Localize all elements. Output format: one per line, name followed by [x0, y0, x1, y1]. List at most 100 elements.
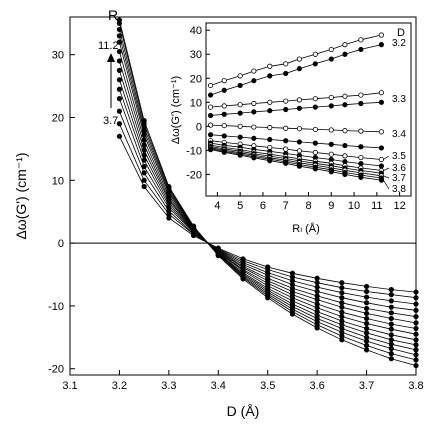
inset-filled-point — [283, 70, 289, 77]
main-data-point — [363, 305, 370, 312]
main-data-point — [388, 286, 394, 293]
main-data-point — [141, 170, 147, 176]
main-data-point — [339, 313, 345, 320]
inset-filled-point — [328, 169, 334, 175]
main-data-point — [339, 333, 345, 339]
main-data-point — [388, 298, 394, 304]
r-range-annotation: R l 11.2 3.7 — [98, 7, 120, 127]
main-data-point — [413, 295, 419, 301]
main-data-point — [116, 96, 123, 102]
main-data-point — [314, 297, 320, 303]
main-data-point — [116, 133, 123, 139]
inset-open-point — [378, 156, 384, 163]
main-data-point — [215, 253, 221, 259]
inset-filled-point — [207, 132, 214, 138]
main-data-point — [166, 183, 172, 190]
inset-open-point — [251, 68, 257, 74]
main-data-point — [413, 301, 419, 307]
inset-y-tick-label: -20 — [186, 169, 202, 181]
main-data-point — [116, 48, 123, 55]
inset-series-line — [210, 149, 382, 181]
inset-open-point — [296, 56, 302, 62]
inset-filled-point — [221, 87, 227, 93]
inset-series-label: 3.6 — [392, 163, 406, 174]
inset-series-line — [210, 92, 382, 108]
inset-open-point — [328, 151, 334, 157]
main-data-point — [116, 86, 123, 92]
inset-legend-title: D — [397, 27, 405, 39]
main-data-point — [413, 307, 419, 313]
inset-open-point — [283, 146, 289, 152]
main-data-point — [190, 223, 197, 229]
inset-y-tick-label: 10 — [190, 97, 202, 109]
annotation-arrow-head — [107, 53, 115, 62]
inset-filled-point — [267, 73, 273, 79]
inset-open-point — [312, 126, 318, 133]
inset-filled-point — [237, 82, 243, 89]
main-data-point — [314, 275, 320, 281]
inset-filled-point — [283, 106, 289, 113]
main-data-point — [413, 289, 419, 295]
main-data-point — [363, 294, 370, 300]
main-data-point — [141, 157, 147, 163]
inset-open-point — [237, 73, 243, 79]
main-data-point — [314, 308, 320, 315]
inset-open-point — [207, 104, 214, 110]
inset-y-tick-label: -10 — [186, 145, 202, 157]
inset-open-point — [283, 61, 289, 67]
inset-x-tick-label: 4 — [214, 200, 220, 212]
inset-filled-point — [328, 141, 334, 147]
main-data-point — [339, 337, 345, 343]
inset-x-axis-label: Rₗ (Å) — [292, 222, 320, 235]
inset-y-tick-label: 0 — [196, 121, 202, 133]
inset-open-point — [283, 98, 289, 104]
inset-filled-point — [237, 152, 243, 158]
main-data-point — [413, 337, 419, 343]
main-data-point — [363, 338, 370, 344]
inset-open-point — [296, 126, 302, 132]
inset-series-line — [210, 142, 382, 167]
main-data-point — [388, 326, 394, 332]
main-x-tick-label: 3.3 — [161, 380, 176, 392]
main-data-point — [413, 357, 419, 363]
inset-series-line — [210, 34, 382, 86]
inset-open-point — [207, 82, 214, 89]
inset-filled-point — [296, 105, 302, 111]
inset-open-point — [342, 153, 348, 159]
main-data-point — [339, 300, 345, 306]
inset-filled-point — [358, 174, 364, 180]
inset-open-point — [358, 37, 364, 43]
main-data-point — [388, 356, 394, 362]
main-data-point — [388, 321, 394, 327]
inset-x-tick-label: 12 — [393, 200, 405, 212]
main-data-point — [363, 310, 370, 317]
inset-open-point — [221, 103, 227, 109]
inset-filled-point — [296, 66, 302, 72]
inset-label-leader — [383, 167, 390, 171]
main-y-tick-label: 0 — [58, 238, 64, 250]
main-data-point — [314, 284, 320, 290]
main-y-tick-label: 20 — [52, 112, 64, 124]
main-y-tick-label: 10 — [52, 175, 64, 187]
inset-series-group — [207, 32, 384, 183]
inset-open-point — [267, 63, 273, 69]
inset-filled-point — [267, 158, 273, 164]
main-data-point — [339, 322, 345, 328]
inset-filled-point — [283, 138, 289, 144]
main-data-point — [363, 334, 370, 340]
main-data-point — [339, 309, 345, 315]
main-data-point — [141, 118, 147, 124]
main-data-point — [413, 347, 419, 353]
main-data-point — [314, 305, 320, 311]
main-x-tick-label: 3.5 — [260, 380, 275, 392]
main-data-point — [339, 329, 345, 335]
inset-label-leader — [383, 175, 390, 179]
main-y-tick-label: 30 — [52, 50, 64, 62]
main-data-point — [116, 17, 123, 23]
inset-filled-point — [296, 163, 302, 169]
inset-open-point — [312, 149, 318, 156]
main-data-point — [314, 280, 320, 286]
main-data-point — [314, 301, 320, 307]
main-data-point — [289, 274, 296, 280]
inset-filled-point — [207, 112, 214, 119]
